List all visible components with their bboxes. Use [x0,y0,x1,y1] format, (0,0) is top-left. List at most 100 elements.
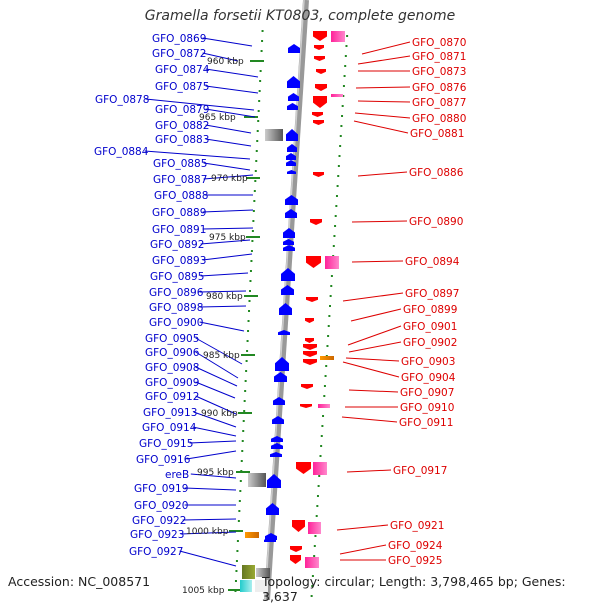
gene-label[interactable]: GFO_0901 [403,321,457,333]
gene-label[interactable]: GFO_0884 [94,146,149,158]
gene-label[interactable]: GFO_0908 [145,362,199,374]
gene-label[interactable]: GFO_0880 [412,113,466,125]
pink-feature[interactable] [308,522,321,534]
gene-label[interactable]: GFO_0927 [129,546,183,558]
gene-label[interactable]: GFO_0905 [145,333,199,345]
gene-label[interactable]: GFO_0893 [152,255,206,267]
gene-label[interactable]: GFO_0875 [155,81,209,93]
forward-gene-arrow[interactable] [271,443,283,449]
gene-label[interactable]: GFO_0869 [152,33,206,45]
forward-gene-arrow[interactable] [275,357,289,371]
forward-gene-arrow[interactable] [281,268,295,281]
forward-gene-arrow[interactable] [286,129,298,141]
pink-feature[interactable] [325,256,339,269]
reverse-gene-arrow[interactable] [315,84,327,91]
gene-label[interactable]: GFO_0916 [136,454,191,466]
forward-gene-arrow[interactable] [274,372,287,382]
forward-gene-arrow[interactable] [283,245,295,251]
reverse-gene-arrow[interactable] [314,56,325,61]
gene-label[interactable]: GFO_0900 [149,317,203,329]
pink-feature[interactable] [305,557,319,568]
cyan-feature[interactable] [240,580,252,592]
orange-feature[interactable] [245,532,259,538]
gene-label[interactable]: GFO_0907 [400,387,454,399]
gene-label[interactable]: GFO_0898 [149,302,203,314]
gene-label[interactable]: GFO_0883 [155,134,209,146]
forward-gene-arrow[interactable] [287,103,298,110]
gene-label[interactable]: GFO_0906 [145,347,200,359]
reverse-gene-arrow[interactable] [310,219,322,225]
gene-label[interactable]: GFO_0909 [145,377,199,389]
gene-label[interactable]: GFO_0887 [153,174,207,186]
forward-gene-arrow[interactable] [281,285,294,295]
grey-feature[interactable] [256,568,270,577]
reverse-gene-arrow[interactable] [303,351,317,357]
reverse-gene-arrow[interactable] [290,546,302,552]
gene-label[interactable]: GFO_0882 [155,120,209,132]
gene-label[interactable]: GFO_0873 [412,66,466,78]
reverse-gene-arrow[interactable] [313,96,327,108]
pink-feature[interactable] [331,94,343,97]
forward-gene-arrow[interactable] [271,436,283,442]
forward-gene-arrow[interactable] [288,44,300,53]
gene-label[interactable]: GFO_0904 [401,372,456,384]
forward-gene-arrow[interactable] [287,170,296,174]
reverse-gene-arrow[interactable] [313,172,324,177]
gene-label[interactable]: GFO_0917 [393,465,447,477]
forward-gene-arrow[interactable] [283,239,294,245]
gene-label[interactable]: GFO_0874 [155,64,210,76]
gene-label[interactable]: GFO_0894 [405,256,460,268]
forward-gene-arrow[interactable] [270,452,282,457]
reverse-gene-arrow[interactable] [296,462,311,474]
gene-label[interactable]: GFO_0911 [399,417,453,429]
gene-label[interactable]: GFO_0872 [152,48,206,60]
forward-gene-arrow[interactable] [265,533,277,540]
reverse-gene-arrow[interactable] [306,297,318,302]
reverse-gene-arrow[interactable] [292,520,305,532]
forward-gene-arrow[interactable] [272,416,284,424]
gene-label[interactable]: GFO_0891 [152,224,206,236]
reverse-gene-arrow[interactable] [305,318,314,323]
reverse-gene-arrow[interactable] [312,112,323,117]
gene-label[interactable]: GFO_0892 [150,239,204,251]
gene-label[interactable]: GFO_0924 [388,540,443,552]
gene-label[interactable]: GFO_0915 [139,438,193,450]
gene-label[interactable]: GFO_0877 [412,97,466,109]
gene-label[interactable]: GFO_0910 [400,402,454,414]
gene-label[interactable]: GFO_0913 [143,407,197,419]
reverse-gene-arrow[interactable] [300,404,312,408]
forward-gene-arrow[interactable] [285,195,298,205]
reverse-gene-arrow[interactable] [301,384,313,389]
gene-label[interactable]: GFO_0903 [401,356,455,368]
reverse-gene-arrow[interactable] [306,256,321,268]
orange-feature[interactable] [320,356,334,360]
pink-feature[interactable] [331,31,345,42]
forward-gene-arrow[interactable] [264,538,276,542]
grey-feature[interactable] [255,580,268,592]
gene-label[interactable]: GFO_0890 [409,216,463,228]
gene-label[interactable]: GFO_0897 [405,288,459,300]
olive-feature[interactable] [242,565,255,579]
gene-label[interactable]: GFO_0925 [388,555,442,567]
gene-label[interactable]: GFO_0914 [142,422,197,434]
gene-label[interactable]: GFO_0922 [132,515,186,527]
gene-label[interactable]: GFO_0881 [410,128,464,140]
forward-gene-arrow[interactable] [286,160,296,166]
gene-label[interactable]: GFO_0896 [149,287,204,299]
gene-label[interactable]: GFO_0871 [412,51,466,63]
forward-gene-arrow[interactable] [273,397,285,405]
gene-label[interactable]: GFO_0889 [152,207,206,219]
reverse-gene-arrow[interactable] [314,45,324,50]
gene-label[interactable]: GFO_0886 [409,167,464,179]
gene-label[interactable]: GFO_0902 [403,337,457,349]
forward-gene-arrow[interactable] [288,93,299,101]
grey-feature[interactable] [265,129,283,141]
reverse-gene-arrow[interactable] [290,555,301,564]
gene-label[interactable]: GFO_0899 [403,304,457,316]
reverse-gene-arrow[interactable] [303,344,317,350]
forward-gene-arrow[interactable] [279,303,292,315]
pink-feature[interactable] [313,462,327,475]
forward-gene-arrow[interactable] [266,503,279,515]
gene-label[interactable]: GFO_0895 [150,271,204,283]
reverse-gene-arrow[interactable] [305,338,314,343]
